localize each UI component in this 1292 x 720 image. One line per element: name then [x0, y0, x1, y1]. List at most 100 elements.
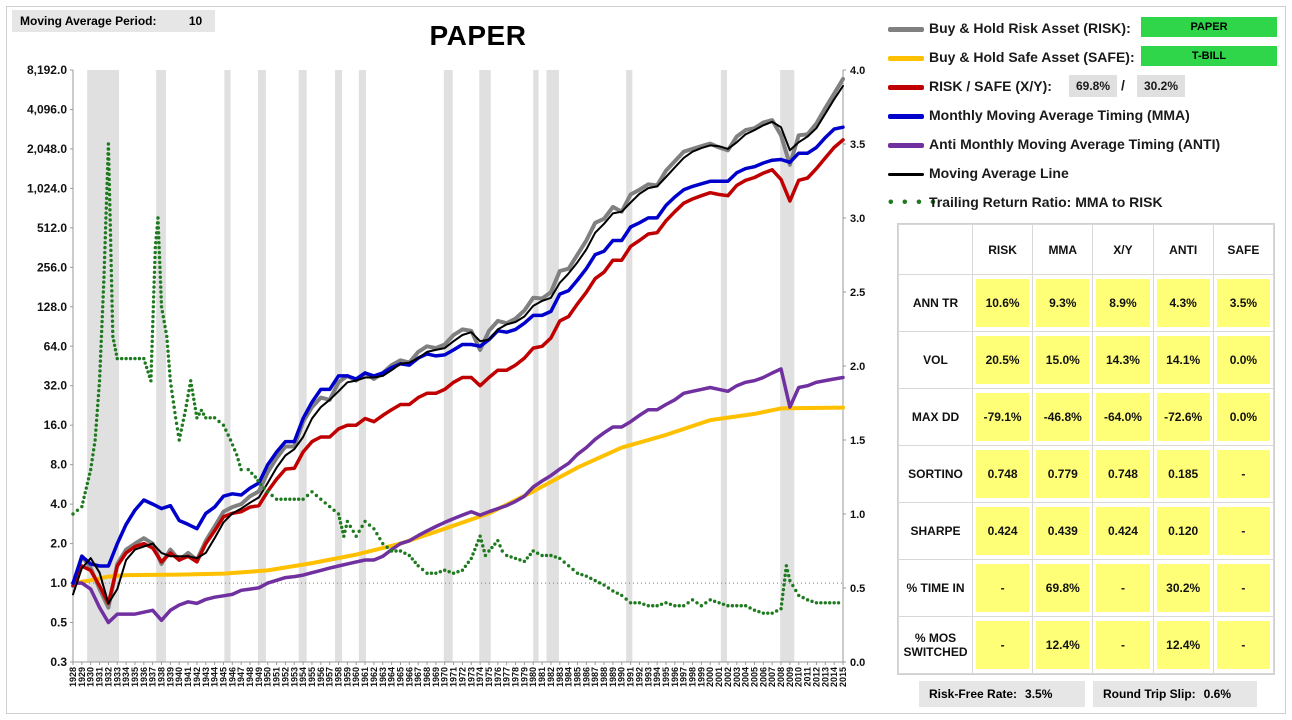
legend-label-xy: RISK / SAFE (X/Y):: [929, 78, 1052, 94]
x-tick-label: 1958: [334, 667, 344, 687]
y-left-tick-label: 8,192.0: [27, 63, 67, 77]
trailing-ratio-point: [429, 571, 434, 575]
trailing-ratio-point: [98, 359, 103, 363]
trailing-ratio-point: [152, 280, 156, 284]
trailing-ratio-point: [483, 553, 488, 558]
stats-cell: -: [1212, 502, 1275, 560]
trailing-ratio-point: [102, 255, 107, 260]
recession-band: [298, 70, 307, 662]
recession-band: [224, 70, 231, 662]
legend-item-safe: Buy & Hold Safe Asset (SAFE): T-BILL: [888, 43, 1284, 72]
trailing-ratio-point: [101, 295, 105, 299]
trailing-ratio-point: [101, 305, 105, 309]
x-tick-label: 1985: [572, 667, 582, 687]
safe-asset-badge: T-BILL: [1141, 46, 1277, 66]
trailing-ratio-point: [108, 233, 113, 237]
trailing-ratio-point: [91, 448, 96, 452]
stats-cell: 10.6%: [971, 274, 1034, 332]
legend: Buy & Hold Risk Asset (RISK): PAPER Buy …: [888, 14, 1284, 217]
trailing-ratio-point: [100, 324, 104, 329]
recession-band: [533, 70, 539, 662]
trailing-ratio-point: [785, 569, 790, 573]
trailing-ratio-point: [93, 438, 97, 442]
stats-row-label: % MOS SWITCHED: [898, 616, 973, 674]
trailing-ratio-point: [95, 408, 100, 413]
trailing-ratio-point: [107, 167, 111, 172]
x-tick-label: 2014: [829, 667, 839, 687]
trailing-ratio-point: [157, 240, 161, 245]
stats-cell: 15.0%: [1032, 331, 1094, 389]
x-tick-label: 1989: [608, 667, 618, 687]
trailing-ratio-point: [157, 255, 162, 260]
legend-item-anti: Anti Monthly Moving Average Timing (ANTI…: [888, 130, 1284, 159]
stats-cell: 12.4%: [1032, 616, 1094, 674]
stats-row: % MOS SWITCHED -12.4% -12.4% -: [898, 616, 1275, 674]
moving-average-period-box: Moving Average Period: 10: [12, 10, 215, 32]
trailing-ratio-point: [91, 453, 95, 457]
stats-value: -: [1096, 564, 1150, 612]
trailing-ratio-point: [814, 601, 819, 605]
trailing-ratio-point: [150, 329, 155, 334]
trailing-ratio-point: [106, 142, 111, 146]
trailing-ratio-point: [471, 552, 475, 556]
x-tick-label: 1944: [210, 667, 220, 687]
trailing-ratio-point: [161, 314, 165, 319]
stats-cell: 0.120: [1152, 502, 1214, 560]
trailing-ratio-point: [498, 544, 502, 548]
trailing-ratio-point: [149, 369, 153, 373]
stats-value: 0.0%: [1216, 336, 1270, 384]
stats-cell: 0.779: [1032, 445, 1094, 503]
trailing-ratio-point: [98, 369, 102, 373]
trailing-ratio-point: [828, 601, 832, 605]
trailing-ratio-point: [103, 236, 107, 240]
trailing-ratio-point: [348, 524, 353, 529]
trailing-ratio-point: [201, 412, 206, 416]
stats-value: -72.6%: [1156, 393, 1210, 441]
trailing-ratio-point: [110, 314, 115, 318]
stats-cell: -: [1212, 616, 1275, 674]
trailing-ratio-point: [94, 423, 98, 427]
trailing-ratio-point: [107, 182, 112, 187]
trailing-ratio-point: [791, 583, 795, 588]
stats-cell: 0.748: [1092, 445, 1154, 503]
trailing-ratio-point: [193, 406, 198, 411]
x-tick-label: 1969: [431, 667, 441, 687]
trailing-ratio-point: [673, 604, 677, 608]
trailing-ratio-point: [96, 398, 100, 403]
trailing-ratio-point: [562, 560, 566, 564]
trailing-ratio-point: [157, 245, 161, 250]
x-tick-label: 2007: [767, 667, 777, 687]
y-left-tick-label: 32.0: [44, 379, 68, 393]
x-tick-label: 2000: [705, 667, 715, 687]
trailing-ratio-point: [481, 544, 485, 548]
trailing-ratio-point: [490, 545, 494, 550]
trailing-ratio-point: [651, 604, 655, 608]
trailing-ratio-point: [142, 356, 146, 361]
stats-cell: 0.0%: [1212, 388, 1275, 446]
trailing-ratio-point: [474, 543, 479, 547]
trailing-ratio-point: [246, 467, 250, 472]
trailing-ratio-point: [375, 532, 379, 536]
trailing-ratio-point: [89, 467, 93, 472]
trailing-ratio-point: [90, 458, 94, 462]
x-tick-label: 1993: [643, 667, 653, 687]
x-tick-label: 1953: [289, 667, 299, 687]
stats-cell: 14.3%: [1092, 331, 1154, 389]
series-line-0: [71, 77, 845, 610]
trailing-ratio-point: [180, 423, 185, 427]
series-line-2: [71, 138, 845, 606]
stats-value: -79.1%: [976, 393, 1030, 441]
x-tick-label: 2006: [758, 667, 768, 687]
trailing-ratio-point: [110, 294, 114, 298]
trailing-ratio-point: [94, 418, 99, 422]
trailing-ratio-point: [425, 571, 429, 575]
trailing-ratio-point: [110, 324, 115, 328]
trailing-ratio-point: [144, 365, 149, 370]
trailing-ratio-point: [743, 604, 748, 608]
trailing-ratio-point: [447, 570, 451, 574]
trailing-ratio-point: [575, 571, 580, 575]
trailing-ratio-point: [779, 602, 784, 606]
trailing-ratio-point: [80, 504, 84, 509]
trailing-ratio-point: [451, 571, 456, 575]
trailing-ratio-point: [479, 539, 484, 543]
